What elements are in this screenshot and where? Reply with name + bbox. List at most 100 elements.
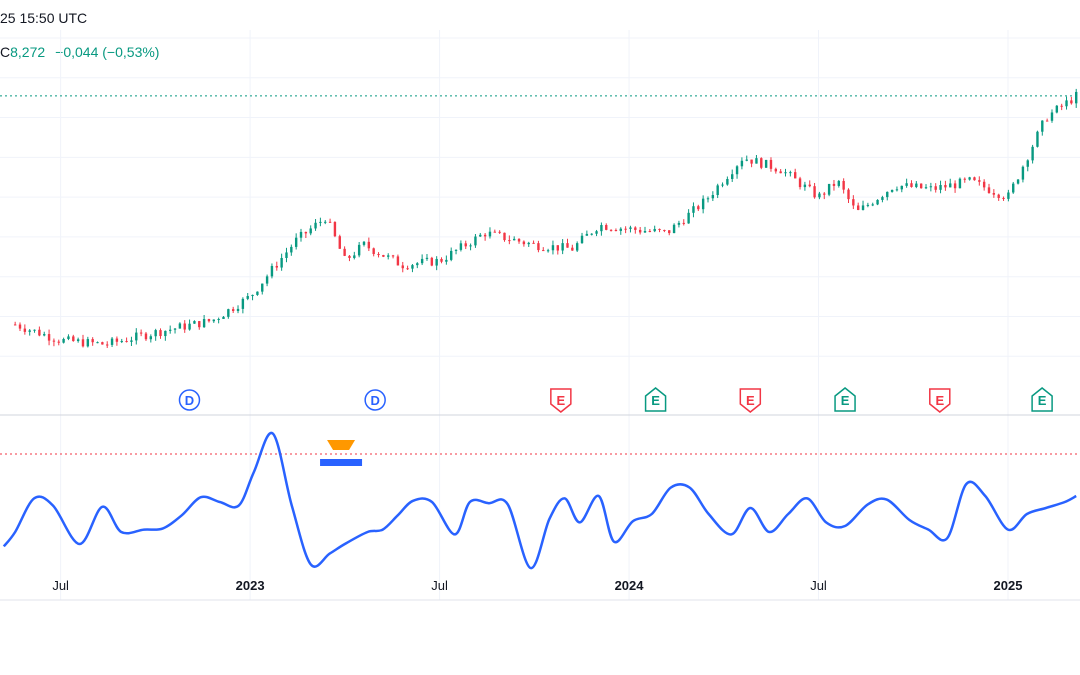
candle-body	[929, 186, 933, 188]
candle-body	[328, 221, 332, 223]
candle-body	[663, 229, 666, 231]
candle-body	[367, 241, 371, 249]
dividend-marker[interactable]: D	[178, 389, 201, 411]
candle-body	[973, 177, 976, 181]
candle-body	[251, 294, 254, 297]
candle-body	[634, 227, 637, 230]
candle-body	[571, 247, 574, 251]
candle-body	[372, 248, 375, 255]
candle-body	[353, 255, 356, 258]
candle-body	[454, 249, 458, 251]
candle-body	[1007, 192, 1010, 199]
candle-body	[638, 229, 642, 233]
candle-body	[808, 184, 811, 187]
candle-body	[750, 159, 753, 164]
candle-body	[803, 184, 807, 188]
x-tick-label: Jul	[52, 578, 69, 593]
candle-body	[401, 265, 404, 269]
candle-body	[827, 183, 831, 195]
candle-body	[362, 241, 366, 245]
candle-body	[861, 205, 865, 210]
candle-body	[246, 296, 249, 299]
candle-body	[338, 236, 341, 249]
earnings-marker[interactable]: E	[834, 387, 856, 412]
candle-body	[425, 257, 429, 259]
candle-body	[285, 252, 288, 258]
candle-body	[256, 291, 259, 295]
candle-body	[755, 158, 758, 164]
candle-body	[23, 328, 27, 332]
candle-body	[677, 222, 681, 225]
candle-body	[624, 228, 627, 230]
candle-body	[1041, 120, 1044, 132]
candle-body	[464, 243, 467, 247]
candle-body	[13, 324, 17, 326]
candle-body	[653, 228, 656, 232]
candle-body	[33, 329, 36, 331]
candle-body	[81, 339, 85, 347]
candle-body	[944, 185, 947, 188]
candle-body	[91, 339, 94, 343]
candle-body	[551, 245, 555, 251]
candle-body	[1012, 183, 1015, 193]
candle-body	[784, 172, 787, 174]
candle-body	[629, 227, 632, 229]
candle-body	[963, 178, 966, 180]
candle-body	[227, 309, 230, 317]
candles	[13, 88, 1078, 349]
candle-body	[842, 180, 845, 190]
candle-body	[745, 159, 748, 161]
candle-body	[852, 199, 855, 206]
candle-body	[309, 228, 312, 234]
candle-body	[498, 231, 501, 233]
candle-body	[546, 250, 550, 252]
candle-body	[231, 309, 235, 311]
dividend-marker[interactable]: D	[364, 389, 386, 411]
candle-body	[483, 234, 487, 237]
grid-lines	[0, 30, 1080, 600]
signal-marker-bar	[320, 459, 363, 466]
candle-body	[949, 183, 952, 188]
earnings-marker[interactable]: E	[550, 388, 572, 413]
candle-body	[343, 248, 346, 256]
candle-body	[47, 334, 51, 341]
candle-body	[411, 265, 414, 269]
candle-body	[934, 186, 937, 190]
price-legend: C8,272 −0,044 (−0,53%)	[0, 44, 169, 60]
candle-body	[881, 197, 884, 200]
candle-body	[542, 250, 545, 252]
earnings-marker[interactable]: E	[1031, 387, 1053, 412]
candle-body	[212, 319, 216, 322]
candle-body	[740, 160, 744, 167]
candle-body	[159, 330, 162, 337]
candle-body	[871, 204, 874, 206]
candle-body	[614, 230, 618, 232]
earnings-marker[interactable]: E	[739, 388, 762, 413]
event-marker-label: D	[370, 393, 379, 408]
candle-body	[450, 250, 453, 260]
candle-body	[348, 255, 351, 258]
candle-body	[672, 224, 676, 234]
candle-body	[978, 180, 981, 182]
candle-body	[86, 339, 90, 347]
earnings-marker-shape	[1031, 387, 1053, 412]
candle-body	[794, 172, 797, 179]
candle-body	[924, 187, 928, 189]
candle-body	[275, 265, 278, 268]
candle-body	[120, 341, 123, 343]
candle-body	[479, 234, 482, 237]
candle-body	[333, 222, 337, 237]
candle-body	[1036, 131, 1039, 147]
event-marker-label: E	[935, 393, 944, 408]
oscillator-line	[2, 431, 1077, 570]
signal-marker	[320, 440, 363, 466]
x-tick-label: 2024	[615, 578, 645, 593]
candle-body	[435, 258, 438, 266]
candle-body	[1026, 160, 1029, 167]
candle-body	[915, 183, 918, 187]
candle-body	[1045, 120, 1049, 122]
earnings-marker[interactable]: E	[929, 388, 951, 413]
candle-body	[537, 243, 540, 251]
earnings-marker[interactable]: E	[644, 387, 667, 412]
